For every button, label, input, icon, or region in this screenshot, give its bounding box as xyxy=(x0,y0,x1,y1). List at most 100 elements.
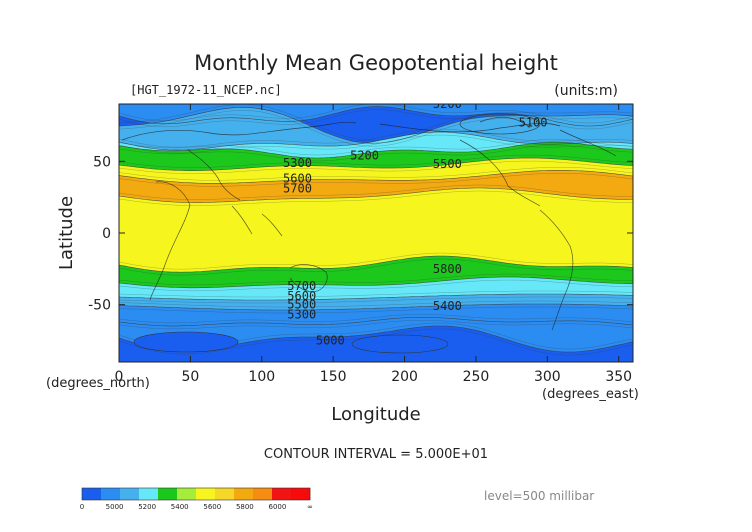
contour-line xyxy=(119,314,633,324)
chart-title: Monthly Mean Geopotential height xyxy=(194,51,558,75)
colorbar-tick-label: 0 xyxy=(80,503,84,511)
contour-line xyxy=(119,141,633,159)
x-tick-label: 250 xyxy=(463,369,490,385)
contour-interval-label: CONTOUR INTERVAL = 5.000E+01 xyxy=(264,447,488,462)
contour-line xyxy=(119,184,633,200)
x-tick-label: 150 xyxy=(320,369,347,385)
contour-line xyxy=(459,113,541,135)
contour-line xyxy=(119,279,633,291)
x-tick-label: 100 xyxy=(248,369,275,385)
contour-line xyxy=(119,173,633,187)
contour-band xyxy=(119,256,633,288)
contour-label: 5300 xyxy=(283,156,312,170)
contour-line xyxy=(119,273,633,285)
contour-line xyxy=(119,110,633,147)
contour-line xyxy=(119,252,633,270)
contour-label: 5200 xyxy=(350,149,379,163)
contour-band xyxy=(119,142,633,171)
contour-label: 5300 xyxy=(287,308,316,322)
x-axis-title: Longitude xyxy=(331,404,421,425)
contour-line xyxy=(119,296,633,304)
colorbar-swatch xyxy=(177,488,197,500)
colorbar-tick-label: 5600 xyxy=(203,503,221,511)
contour-line xyxy=(119,104,633,141)
contour-band xyxy=(119,294,633,310)
colorbar-swatch xyxy=(158,488,178,500)
colorbar-swatch xyxy=(120,488,140,500)
contour-label: 5600 xyxy=(283,172,312,186)
contour-line xyxy=(119,290,633,298)
contour-line xyxy=(119,255,633,273)
coastlines xyxy=(121,116,617,331)
contour-line xyxy=(119,320,633,330)
contour-band xyxy=(119,304,633,326)
contour-label: 5500 xyxy=(287,298,316,312)
y-tick-label: 50 xyxy=(93,154,111,170)
contour-label: 5500 xyxy=(433,157,462,171)
colorbar-tick-label: 6000 xyxy=(269,503,287,511)
contour-label: 5800 xyxy=(433,262,462,276)
x-tick-label: 200 xyxy=(391,369,418,385)
contour-line xyxy=(119,107,633,144)
contour-line xyxy=(119,106,633,127)
contour-line xyxy=(119,134,633,154)
colorbar-tick-label: 5000 xyxy=(106,503,124,511)
contour-line xyxy=(119,104,633,124)
colorbar-frame xyxy=(81,487,311,501)
contour-band xyxy=(119,188,633,273)
contour-line xyxy=(119,306,633,314)
x-unit-label: (degrees_east) xyxy=(542,387,639,402)
contour-line xyxy=(119,170,633,184)
contour-line xyxy=(119,131,633,151)
colorbar-swatch xyxy=(215,488,235,500)
contour-line xyxy=(119,187,633,203)
colorbar: 0 5000 5200 5400 5600 5800 6000 ∞ xyxy=(80,487,313,511)
contour-label: 5700 xyxy=(283,182,312,196)
y-axis-title: Latitude xyxy=(56,196,77,270)
colorbar-swatch xyxy=(253,488,273,500)
contour-line xyxy=(119,109,633,130)
colorbar-tick-label: ∞ xyxy=(307,503,313,511)
contour-label: 5100 xyxy=(519,116,548,130)
y-axis: 50 0 -50 xyxy=(88,154,633,314)
contour-label: 5200 xyxy=(433,97,462,111)
contour-line xyxy=(119,276,633,289)
y-unit-label: (degrees_north) xyxy=(46,376,150,391)
contour-label: 5000 xyxy=(316,334,345,348)
contour-line xyxy=(119,167,633,181)
contour-line xyxy=(119,303,633,311)
contour-line xyxy=(119,160,633,174)
contour-label: 5700 xyxy=(287,279,316,293)
contour-band xyxy=(119,326,633,362)
contour-line xyxy=(119,139,633,156)
x-tick-label: 350 xyxy=(605,369,632,385)
y-tick-label: 0 xyxy=(102,226,111,242)
contour-line xyxy=(119,258,633,276)
colorbar-swatch xyxy=(196,488,216,500)
contour-line xyxy=(119,145,633,162)
level-label: level=500 millibar xyxy=(484,489,594,503)
contour-line xyxy=(119,293,633,301)
contour-band xyxy=(119,317,633,352)
x-tick-label: 300 xyxy=(534,369,561,385)
contour-band xyxy=(119,107,633,151)
colorbar-tick-label: 5800 xyxy=(236,503,254,511)
contour-line xyxy=(119,317,633,327)
contour-line xyxy=(351,334,449,354)
contour-band xyxy=(119,158,633,184)
contour-line xyxy=(119,128,633,148)
x-tick-label: 50 xyxy=(181,369,199,385)
contour-line xyxy=(119,157,633,171)
contour-line xyxy=(133,331,239,353)
units-label: (units:m) xyxy=(554,83,618,99)
x-tick-label: 0 xyxy=(115,369,124,385)
contour-label: 5400 xyxy=(433,299,462,313)
contour-band xyxy=(119,132,633,158)
dataset-label: [HGT_1972-11_NCEP.nc] xyxy=(130,83,282,97)
contour-line xyxy=(119,190,633,206)
contour-line xyxy=(119,300,633,308)
colorbar-swatch xyxy=(82,488,102,500)
colorbar-swatch xyxy=(272,488,292,500)
